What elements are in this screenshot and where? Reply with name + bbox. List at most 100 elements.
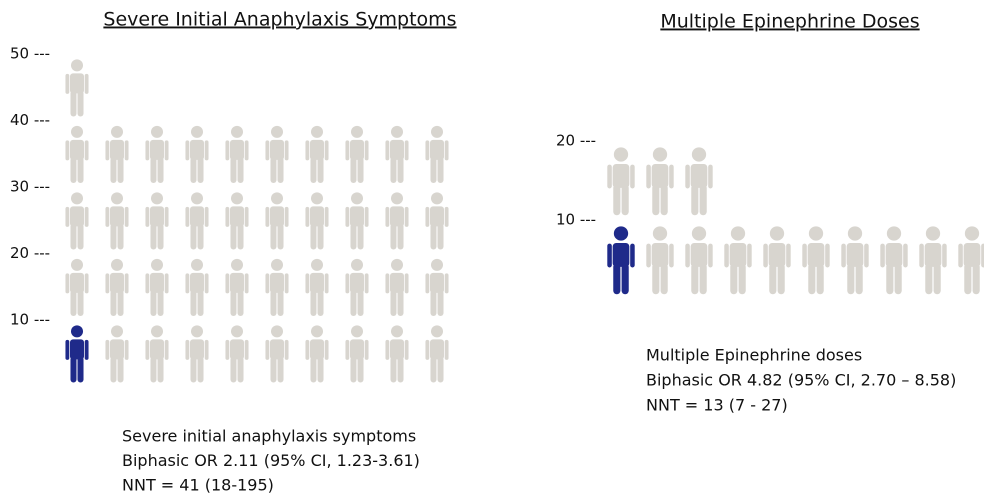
icon-leg [77, 289, 84, 317]
icon-leg [390, 289, 397, 317]
icon-arm [265, 140, 270, 161]
icon-torso [349, 272, 365, 293]
icon-leg [972, 263, 980, 295]
icon-leg [397, 289, 404, 317]
icon-head [350, 125, 364, 138]
icon-head [964, 226, 980, 241]
icon-leg [190, 223, 197, 250]
icon-torso [229, 139, 245, 160]
icon-leg [660, 184, 668, 216]
icon-arm [244, 140, 249, 161]
icon-arm [425, 206, 430, 227]
icon-leg [277, 289, 284, 317]
icon-leg [77, 223, 84, 250]
icon-arm [404, 140, 409, 161]
note: Biphasic OR 2.11 (95% CI, 1.23-3.61) [122, 451, 420, 470]
person-icon [145, 125, 169, 184]
icon-arm [84, 73, 89, 94]
icon-head [390, 125, 404, 138]
icon-head [350, 258, 364, 271]
icon-arm [630, 243, 635, 268]
icon-arm [841, 243, 846, 268]
icon-arm [105, 339, 110, 360]
icon-arm [244, 206, 249, 227]
icon-arm [265, 273, 270, 294]
icon-arm [364, 339, 369, 360]
icon-leg [117, 156, 124, 184]
icon-leg [157, 356, 164, 383]
person-icon [385, 192, 409, 250]
icon-leg [738, 263, 746, 295]
icon-torso [846, 243, 864, 267]
icon-arm [284, 140, 289, 161]
icon-torso [309, 272, 325, 293]
icon-arm [185, 273, 190, 294]
icon-arm [185, 206, 190, 227]
icon-head [150, 125, 164, 138]
icon-leg [699, 263, 707, 295]
person-icon [105, 258, 129, 317]
icon-leg [317, 356, 324, 383]
icon-arm [145, 273, 150, 294]
icon-torso [807, 243, 825, 267]
icon-arm [84, 140, 89, 161]
icon-leg [621, 263, 629, 295]
icon-head [230, 258, 244, 271]
icon-arm [65, 339, 70, 360]
icon-leg [70, 289, 77, 317]
icon-head [70, 325, 84, 338]
icon-torso [389, 206, 405, 227]
icon-leg [150, 156, 157, 184]
icon-torso [690, 164, 708, 188]
icon-head [150, 325, 164, 338]
icon-head [270, 192, 284, 205]
icon-arm [425, 140, 430, 161]
icon-leg [157, 156, 164, 184]
icon-leg [397, 223, 404, 250]
icon-torso [109, 206, 125, 227]
person-icon [145, 258, 169, 317]
icon-arm [685, 243, 690, 268]
icon-torso [149, 206, 165, 227]
icon-head [691, 226, 707, 241]
person-icon [225, 125, 249, 184]
icon-head [430, 258, 444, 271]
person-icon [305, 258, 329, 317]
icon-leg [237, 356, 244, 383]
icon-head [430, 192, 444, 205]
icon-arm [708, 243, 713, 268]
icon-torso [429, 139, 445, 160]
icon-arm [607, 243, 612, 268]
icon-torso [309, 339, 325, 360]
icon-arm [364, 140, 369, 161]
icon-head [390, 325, 404, 338]
person-icon [105, 325, 129, 383]
person-icon [763, 226, 791, 295]
icon-leg [855, 263, 863, 295]
icon-arm [105, 273, 110, 294]
icon-head [70, 258, 84, 271]
icon-leg [816, 263, 824, 295]
icon-head [652, 147, 668, 162]
icon-leg [270, 223, 277, 250]
icon-arm [84, 206, 89, 227]
icon-arm [708, 164, 713, 189]
icon-torso [389, 272, 405, 293]
icon-leg [894, 263, 902, 295]
icon-leg [150, 289, 157, 317]
icon-torso [189, 272, 205, 293]
icon-head [310, 125, 324, 138]
icon-head [613, 147, 629, 162]
icon-head [270, 325, 284, 338]
icon-torso [429, 272, 445, 293]
icon-leg [357, 156, 364, 184]
icon-arm [903, 243, 908, 268]
person-icon [385, 125, 409, 184]
icon-leg [70, 223, 77, 250]
icon-leg [310, 223, 317, 250]
icon-arm [164, 206, 169, 227]
icon-leg [430, 356, 437, 383]
icon-arm [958, 243, 963, 268]
icon-head [70, 125, 84, 138]
icon-torso [269, 206, 285, 227]
